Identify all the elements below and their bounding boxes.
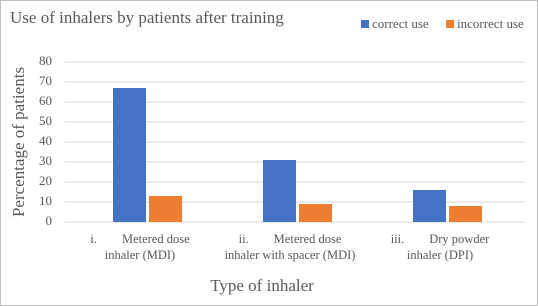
y-tick-label: 10	[39, 193, 52, 208]
x-tick-label: i. Metered dose	[90, 232, 190, 246]
legend-label: incorrect use	[457, 16, 524, 31]
bar	[299, 204, 332, 222]
x-axis-label: Type of inhaler	[210, 276, 314, 295]
x-tick-label: ii. Metered dose	[239, 232, 342, 246]
bar	[263, 160, 296, 222]
legend-label: correct use	[372, 16, 429, 31]
legend-swatch	[446, 20, 454, 28]
x-tick-label: inhaler (DPI)	[407, 248, 473, 262]
bar	[413, 190, 446, 222]
y-axis-label: Percentage of patients	[9, 67, 28, 217]
y-tick-label: 30	[39, 153, 52, 168]
y-tick-label: 80	[39, 53, 52, 68]
x-tick-label: inhaler (MDI)	[105, 248, 175, 262]
bar	[449, 206, 482, 222]
y-tick-label: 20	[39, 173, 52, 188]
legend-swatch	[361, 20, 369, 28]
x-tick-label: iii. Dry powder	[391, 232, 490, 246]
y-tick-label: 70	[39, 73, 52, 88]
x-tick-label: inhaler with spacer (MDI)	[225, 248, 356, 262]
y-tick-label: 50	[39, 113, 52, 128]
bar	[113, 88, 146, 222]
chart-title: Use of inhalers by patients after traini…	[10, 8, 284, 27]
y-tick-label: 40	[39, 133, 52, 148]
y-tick-label: 0	[46, 213, 53, 228]
y-tick-label: 60	[39, 93, 52, 108]
bar	[149, 196, 182, 222]
